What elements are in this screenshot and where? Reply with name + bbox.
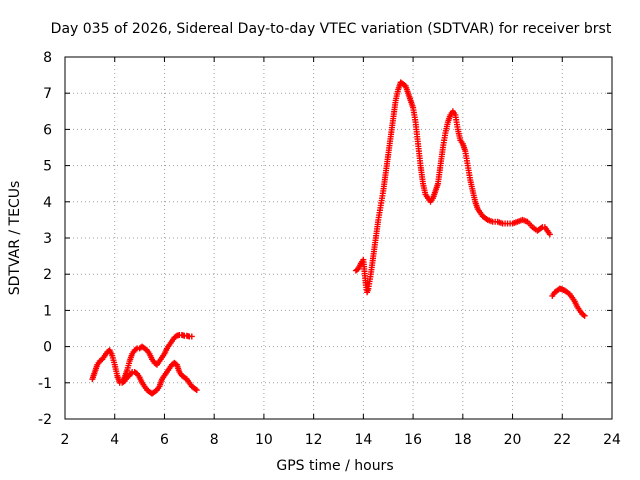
x-tick-label: 18 bbox=[454, 432, 472, 448]
y-tick-label: 2 bbox=[43, 267, 52, 283]
data-point bbox=[188, 333, 195, 340]
y-tick-label: 7 bbox=[43, 86, 52, 102]
y-tick-label: 6 bbox=[43, 122, 52, 138]
grid bbox=[65, 57, 612, 419]
x-tick-label: 12 bbox=[305, 432, 323, 448]
y-tick-label: -2 bbox=[38, 412, 52, 428]
chart-title: Day 035 of 2026, Sidereal Day-to-day VTE… bbox=[51, 21, 612, 37]
data-point bbox=[132, 346, 139, 353]
x-tick-label: 16 bbox=[404, 432, 422, 448]
data-point bbox=[538, 225, 545, 232]
x-tick-label: 2 bbox=[61, 432, 70, 448]
x-tick-label: 14 bbox=[354, 432, 372, 448]
plot-frame bbox=[64, 56, 613, 420]
data-point bbox=[581, 312, 588, 319]
x-tick-label: 6 bbox=[160, 432, 169, 448]
data-point bbox=[546, 231, 553, 238]
series-sdtvar-segment-2 bbox=[352, 79, 553, 296]
y-axis-label: SDTVAR / TECUs bbox=[7, 181, 23, 296]
y-tick-label: 0 bbox=[43, 340, 52, 356]
x-tick-label: 8 bbox=[210, 432, 219, 448]
series-sdtvar-segment-1-upper-track- bbox=[119, 332, 195, 384]
series-sdtvar-segment-3 bbox=[549, 285, 588, 319]
y-tick-label: 3 bbox=[43, 231, 52, 247]
x-tick-label: 22 bbox=[553, 432, 571, 448]
y-tick-label: 5 bbox=[43, 159, 52, 175]
y-tick-label: 1 bbox=[43, 303, 52, 319]
data-point bbox=[580, 311, 587, 318]
series-sdtvar-segment-1-lower-track- bbox=[89, 347, 200, 397]
y-tick-label: 8 bbox=[43, 50, 52, 66]
x-tick-label: 10 bbox=[255, 432, 273, 448]
data-point bbox=[192, 386, 199, 393]
y-tick-label: -1 bbox=[38, 376, 52, 392]
x-axis-label: GPS time / hours bbox=[276, 458, 393, 474]
x-tick-label: 24 bbox=[603, 432, 621, 448]
axis-ticks bbox=[64, 56, 613, 420]
y-tick-labels: -2 -1 0 1 2 3 4 5 6 7 8 bbox=[38, 50, 52, 428]
data-point bbox=[193, 387, 200, 394]
data-points bbox=[89, 79, 588, 397]
y-tick-label: 4 bbox=[43, 195, 52, 211]
x-tick-label: 20 bbox=[504, 432, 522, 448]
x-tick-label: 4 bbox=[110, 432, 119, 448]
x-tick-labels: 2 4 6 8 10 12 14 16 18 20 22 24 bbox=[61, 432, 621, 448]
